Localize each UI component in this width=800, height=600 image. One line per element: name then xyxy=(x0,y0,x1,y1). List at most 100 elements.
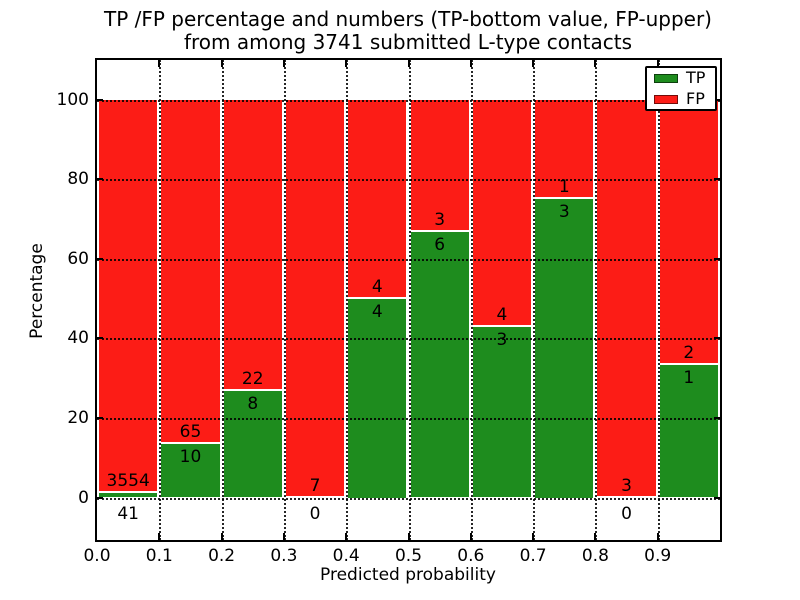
tp-count-label: 3 xyxy=(558,202,570,222)
bar-segment-fp xyxy=(408,99,471,233)
bar-segment-tp xyxy=(408,232,471,498)
y-tick-label: 40 xyxy=(67,328,89,349)
tp-count-label: 4 xyxy=(371,301,383,322)
y-tick-right xyxy=(714,337,720,340)
x-tick-bottom xyxy=(158,533,161,540)
bar-segment-fp xyxy=(159,99,222,445)
x-tick-top xyxy=(345,60,348,67)
x-tick-bottom xyxy=(594,533,597,540)
x-tick-label: 0.2 xyxy=(208,546,236,566)
tp-count-label: 3 xyxy=(496,329,508,350)
fp-count-label: 1 xyxy=(558,177,570,197)
fp-swatch-icon xyxy=(654,94,678,104)
fp-count-label: 22 xyxy=(241,369,264,390)
bar-segment-fp xyxy=(595,99,658,498)
x-tick-bottom xyxy=(282,533,285,540)
fp-count-label: 4 xyxy=(496,304,508,325)
tp-count-label: 6 xyxy=(434,235,446,256)
legend-item: TP xyxy=(654,69,715,87)
y-tick-left xyxy=(97,416,103,419)
tp-count-label: 10 xyxy=(179,447,202,468)
bar-segment-fp xyxy=(470,99,534,327)
y-tick-label: 0 xyxy=(78,487,89,508)
y-axis-label: Percentage xyxy=(27,243,47,339)
bar-segment-tp xyxy=(97,492,160,498)
bar-segment-tp xyxy=(221,391,284,498)
y-tick-left xyxy=(97,337,103,340)
x-tick-top xyxy=(532,60,535,67)
x-tick-top xyxy=(220,60,223,67)
v-gridline xyxy=(595,60,598,540)
fp-count-label: 3 xyxy=(434,210,446,231)
y-tick-label: 100 xyxy=(56,89,89,110)
x-tick-bottom xyxy=(220,533,223,540)
x-tick-top xyxy=(158,60,161,67)
bar-segment-fp xyxy=(97,99,160,493)
v-gridline xyxy=(283,60,286,540)
x-tick-label: 0.4 xyxy=(332,546,360,566)
tp-count-label: 0 xyxy=(309,503,321,524)
tp-swatch-icon xyxy=(654,73,678,83)
tp-count-label: 1 xyxy=(683,367,695,388)
x-tick-top xyxy=(282,60,285,67)
y-tick-label: 60 xyxy=(67,248,89,269)
x-tick-top xyxy=(656,60,659,67)
y-tick-left xyxy=(97,98,103,101)
x-tick-bottom xyxy=(532,533,535,540)
x-tick-label: 0.5 xyxy=(394,546,423,566)
tp-count-label: 8 xyxy=(247,394,259,415)
chart-title: TP /FP percentage and numbers (TP-bottom… xyxy=(8,8,800,54)
x-tick-label: 0.6 xyxy=(457,546,485,566)
legend-label: FP xyxy=(686,89,705,108)
y-tick-right xyxy=(714,496,720,499)
y-tick-right xyxy=(714,416,720,419)
x-tick-bottom xyxy=(345,533,348,540)
bar-segment-fp xyxy=(657,99,720,365)
fp-count-label: 4 xyxy=(371,276,383,297)
fp-count-label: 3 xyxy=(621,475,632,496)
x-tick-bottom xyxy=(656,533,659,540)
chart-title-line1: TP /FP percentage and numbers (TP-bottom… xyxy=(104,7,712,31)
bar-segment-tp xyxy=(346,298,409,498)
fp-count-label: 65 xyxy=(179,422,202,443)
x-tick-label: 0.9 xyxy=(644,546,672,566)
chart-title-line2: from among 3741 submitted L-type contact… xyxy=(183,30,633,54)
y-tick-label: 80 xyxy=(67,169,89,190)
v-gridline xyxy=(346,60,349,540)
v-gridline xyxy=(470,60,473,540)
bar-segment-fp xyxy=(346,99,409,299)
plot-area: 3554 41 65 10 22 8 7 0 4 4 3 6 4 3 1 3 3 0 2 1 xyxy=(95,58,722,542)
y-tick-right xyxy=(714,178,720,181)
bar-segment-fp xyxy=(283,99,347,498)
x-tick-label: 0.1 xyxy=(145,546,173,566)
legend-item: FP xyxy=(654,90,715,108)
v-gridline xyxy=(408,60,411,540)
bar-segment-tp xyxy=(657,364,720,498)
plot-inner: 3554 41 65 10 22 8 7 0 4 4 3 6 4 3 1 3 3 0 2 1 xyxy=(97,60,720,540)
v-gridline xyxy=(533,60,536,540)
tp-count-label: 0 xyxy=(621,503,632,524)
legend-label: TP xyxy=(686,68,706,87)
fp-count-label: 7 xyxy=(309,475,321,496)
y-tick-left xyxy=(97,496,103,499)
x-tick-bottom xyxy=(407,533,410,540)
y-tick-right xyxy=(714,257,720,260)
y-tick-left xyxy=(97,257,103,260)
x-tick-label: 0.0 xyxy=(83,546,111,566)
x-tick-label: 0.7 xyxy=(519,546,547,566)
tp-count-label: 41 xyxy=(117,503,139,524)
x-axis-label: Predicted probability xyxy=(320,565,496,585)
bar-segment-tp xyxy=(470,326,534,498)
y-tick-left xyxy=(97,178,103,181)
x-tick-bottom xyxy=(469,533,472,540)
x-tick-label: 0.3 xyxy=(270,546,298,566)
bar-segment-fp xyxy=(221,99,284,392)
fp-count-label: 3554 xyxy=(106,470,150,491)
legend: TP FP xyxy=(645,66,717,111)
v-gridline xyxy=(657,60,660,540)
x-tick-top xyxy=(469,60,472,67)
x-tick-top xyxy=(407,60,410,67)
y-tick-label: 20 xyxy=(67,407,89,428)
fp-count-label: 2 xyxy=(683,342,695,363)
